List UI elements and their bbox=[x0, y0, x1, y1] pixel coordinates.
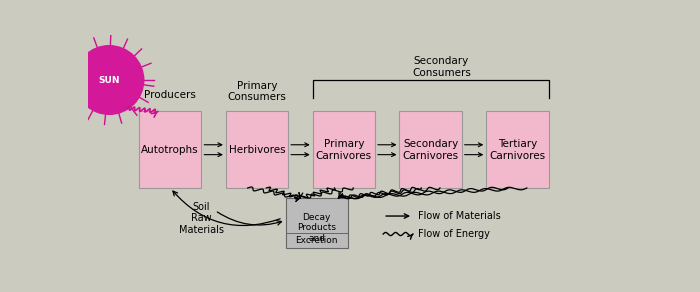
Text: Tertiary
Carnivores: Tertiary Carnivores bbox=[489, 139, 545, 161]
Text: Secondary
Carnivores: Secondary Carnivores bbox=[402, 139, 458, 161]
Ellipse shape bbox=[74, 45, 144, 115]
FancyBboxPatch shape bbox=[226, 112, 288, 188]
FancyBboxPatch shape bbox=[486, 112, 549, 188]
Text: Decay
Products
and: Decay Products and bbox=[298, 213, 336, 243]
Text: Herbivores: Herbivores bbox=[229, 145, 286, 155]
Text: Soil
Raw
Materials: Soil Raw Materials bbox=[179, 202, 224, 235]
FancyBboxPatch shape bbox=[400, 112, 462, 188]
Text: Flow of Materials: Flow of Materials bbox=[419, 211, 501, 221]
Text: SUN: SUN bbox=[99, 76, 120, 84]
Text: Excretion: Excretion bbox=[295, 236, 338, 245]
FancyBboxPatch shape bbox=[139, 112, 202, 188]
Text: Autotrophs: Autotrophs bbox=[141, 145, 199, 155]
Text: Flow of Energy: Flow of Energy bbox=[419, 229, 490, 239]
FancyBboxPatch shape bbox=[286, 198, 348, 248]
Text: Primary
Consumers: Primary Consumers bbox=[228, 81, 286, 102]
FancyBboxPatch shape bbox=[313, 112, 375, 188]
Text: Producers: Producers bbox=[144, 90, 196, 100]
Text: Secondary
Consumers: Secondary Consumers bbox=[412, 56, 471, 78]
Text: Primary
Carnivores: Primary Carnivores bbox=[316, 139, 372, 161]
